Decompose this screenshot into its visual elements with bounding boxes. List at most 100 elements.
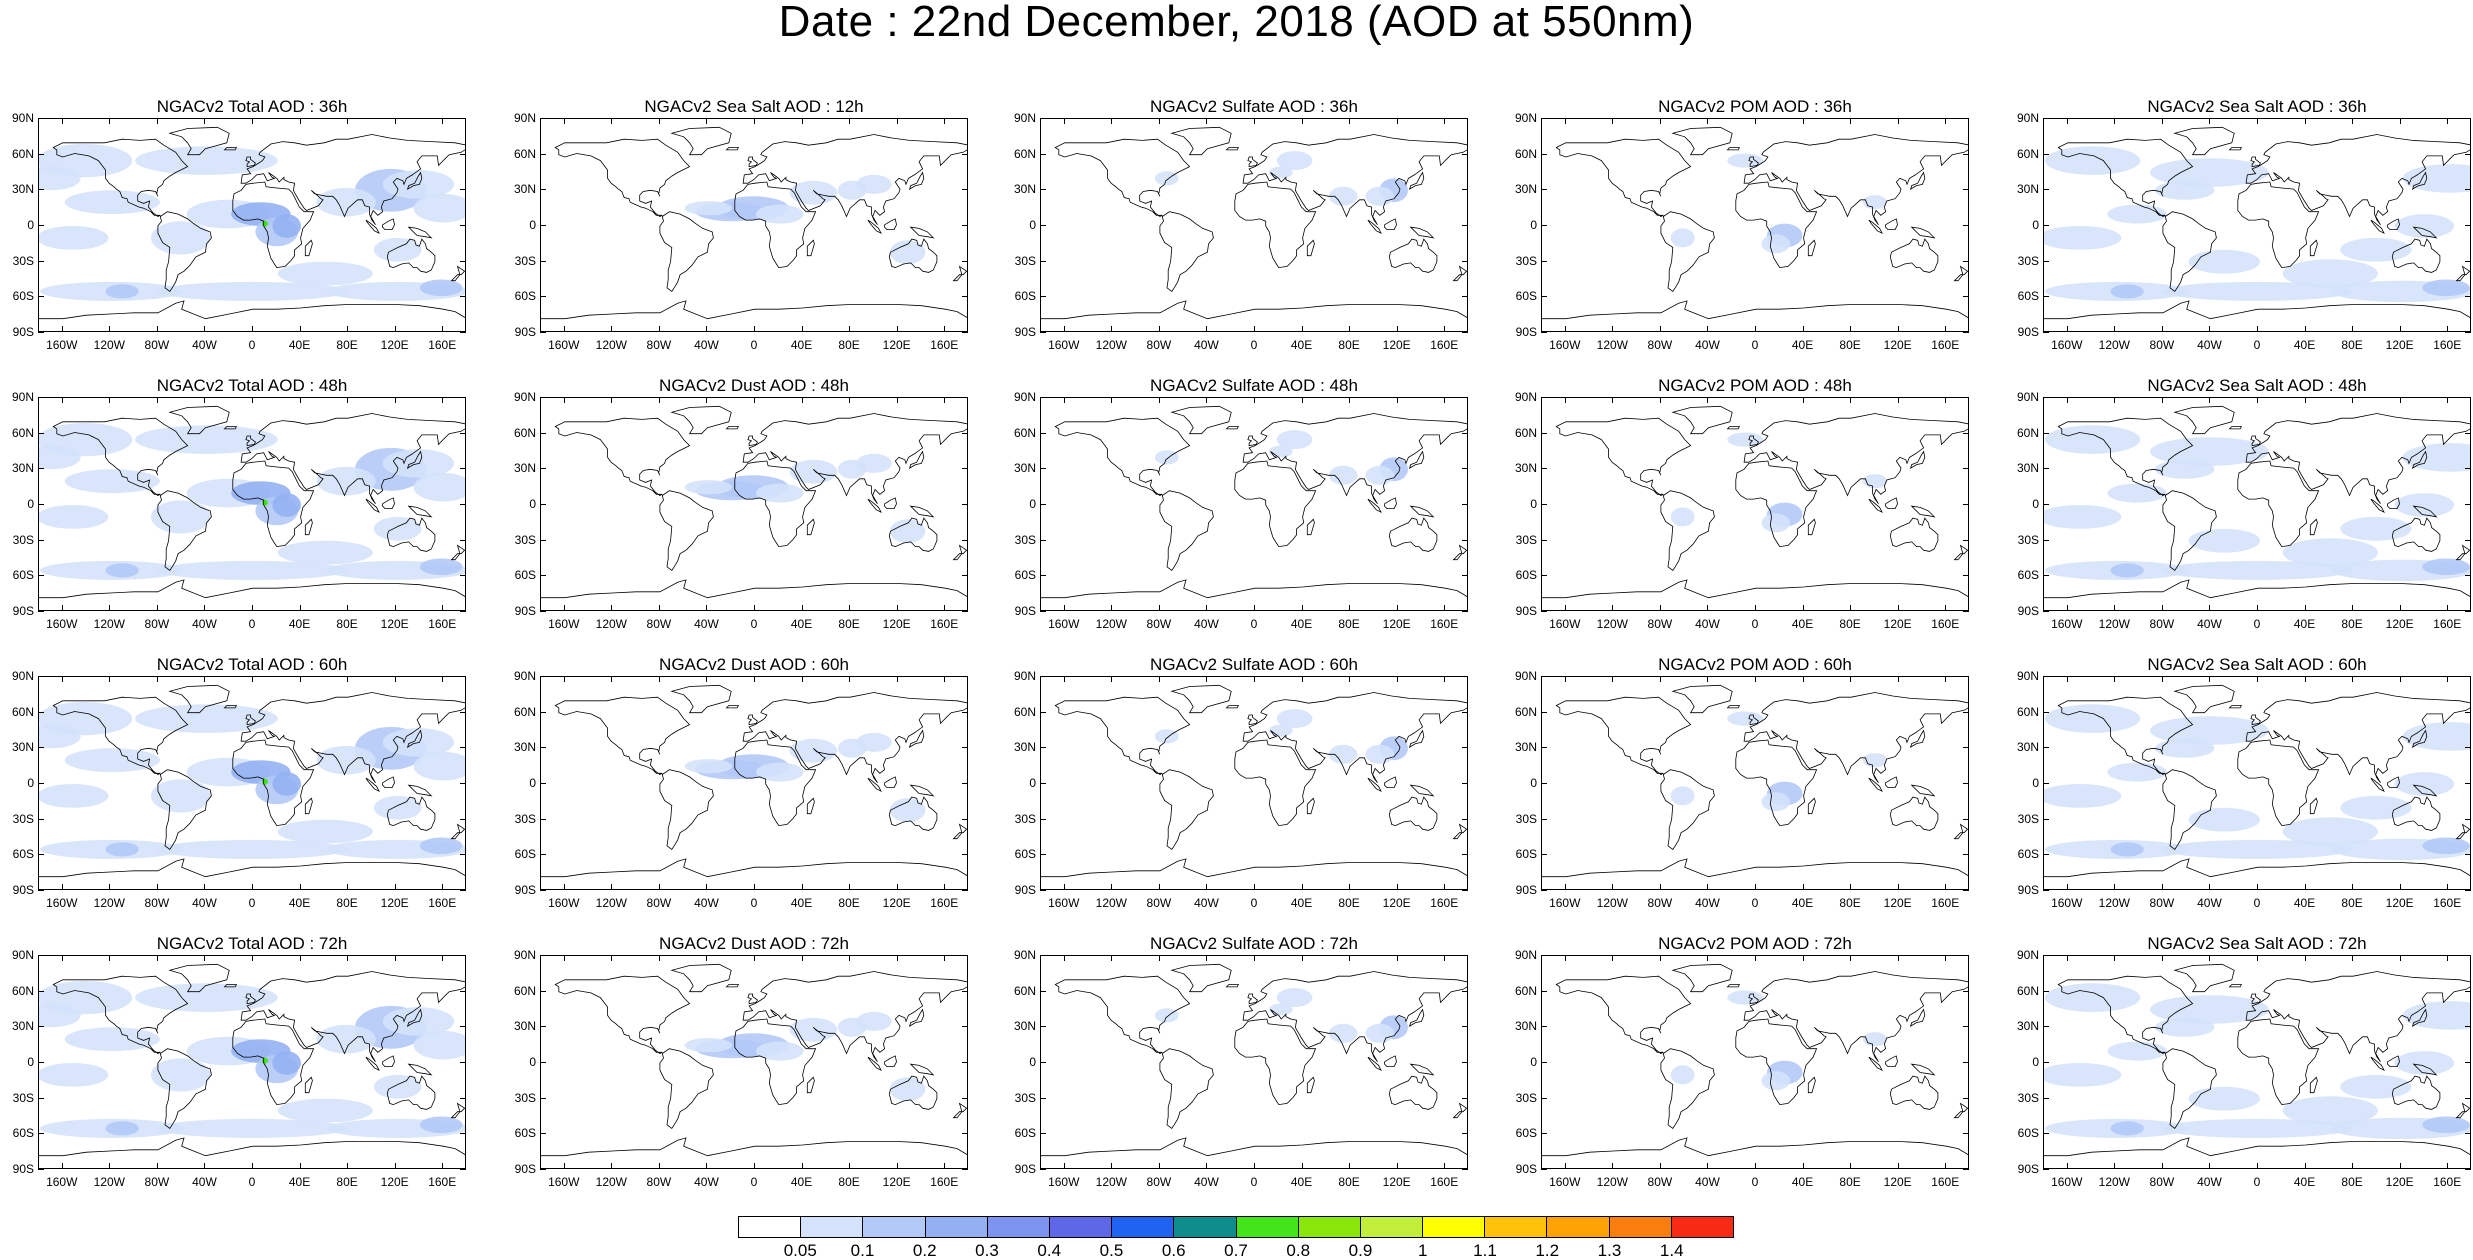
latitude-label: 0 <box>27 1055 34 1069</box>
longitude-label: 160E <box>1931 896 1960 910</box>
latitude-tick <box>460 118 466 119</box>
latitude-tick <box>962 711 968 713</box>
coastline <box>952 1102 967 1119</box>
latitude-tick <box>460 1026 466 1028</box>
panel-title: NGACv2 Sulfate AOD : 60h <box>1150 655 1358 674</box>
longitude-tick <box>849 605 851 611</box>
longitude-tick <box>394 955 396 961</box>
latitude-label: 90S <box>514 1162 536 1176</box>
latitude-label: 0 <box>529 1055 536 1069</box>
colorbar-label: 1 <box>1418 1241 1428 1260</box>
aod-region <box>2340 1074 2412 1099</box>
longitude-tick <box>754 326 755 332</box>
longitude-tick <box>754 676 755 682</box>
longitude-tick <box>347 1163 349 1169</box>
coastline <box>867 777 882 792</box>
latitude-tick <box>962 1169 968 1170</box>
latitude-tick <box>2465 711 2471 713</box>
latitude-label: 60N <box>2016 146 2039 161</box>
longitude-tick <box>1707 118 1709 124</box>
colorbar-box <box>1049 1217 1113 1237</box>
longitude-tick <box>2447 326 2449 332</box>
aod-region <box>64 748 160 773</box>
longitude-label: 160E <box>1931 338 1960 352</box>
coastline <box>1726 147 1741 151</box>
coastline <box>2411 729 2428 748</box>
aod-region <box>1154 171 1179 186</box>
latitude-tick <box>1963 504 1969 505</box>
map-canvas <box>2044 405 2470 599</box>
latitude-tick <box>460 890 466 891</box>
panel-title: NGACv2 POM AOD : 60h <box>1658 655 1852 674</box>
longitude-label: 120E <box>380 617 409 631</box>
coastline <box>952 544 967 561</box>
map-panel: NGACv2 Sea Salt AOD : 48h 90N 60N 30N 0 30S 60… <box>2017 376 2471 631</box>
coastline <box>909 1063 935 1076</box>
longitude-tick <box>109 118 111 124</box>
latitude-label: 60N <box>513 704 536 719</box>
longitude-tick <box>849 326 851 332</box>
aod-region <box>272 493 301 517</box>
latitude-label: 90S <box>1014 883 1036 897</box>
latitude-tick <box>1040 468 1046 470</box>
longitude-tick <box>299 1163 301 1169</box>
latitude-tick <box>1462 890 1468 891</box>
latitude-label: 90N <box>1013 390 1036 404</box>
latitude-label: 60S <box>12 289 34 304</box>
aod-region <box>135 983 278 1012</box>
longitude-label: 0 <box>2253 896 2261 910</box>
longitude-label: 80E <box>838 617 860 631</box>
latitude-tick <box>1462 711 1468 713</box>
latitude-tick <box>540 539 546 541</box>
aod-region <box>419 279 463 297</box>
longitude-label: 120E <box>1883 617 1912 631</box>
longitude-tick <box>156 955 158 961</box>
latitude-label: 60N <box>1013 425 1036 440</box>
longitude-label: 0 <box>248 617 256 631</box>
longitude-tick <box>2209 884 2211 890</box>
latitude-tick <box>1040 854 1046 856</box>
latitude-label: 60S <box>2017 1126 2039 1141</box>
longitude-label: 160E <box>2433 896 2462 910</box>
coastline <box>806 518 815 536</box>
map-panel: NGACv2 POM AOD : 72h 90N 60N 30N 0 30S 60S 90S 1… <box>1515 934 1969 1189</box>
latitude-tick <box>1541 1097 1547 1099</box>
longitude-tick <box>2209 1163 2211 1169</box>
latitude-tick <box>38 118 44 119</box>
longitude-tick <box>2304 605 2306 611</box>
longitude-label: 40W <box>2197 338 2222 352</box>
coastline <box>240 134 465 226</box>
aod-region <box>39 724 81 749</box>
longitude-label: 0 <box>750 1175 758 1189</box>
aod-region <box>1670 786 1695 806</box>
coastline <box>884 1055 897 1067</box>
latitude-tick <box>962 397 968 398</box>
aod-region <box>272 214 301 238</box>
aod-region <box>2394 772 2455 796</box>
longitude-label: 80E <box>1839 1175 1861 1189</box>
latitude-tick <box>1462 432 1468 434</box>
aod-region <box>889 1077 926 1102</box>
coastline <box>386 1075 436 1110</box>
aod-region <box>2394 214 2455 238</box>
coastline <box>909 505 935 518</box>
longitude-tick <box>2447 676 2449 682</box>
latitude-tick <box>1040 225 1046 226</box>
longitude-tick <box>2399 326 2401 332</box>
latitude-tick <box>460 332 466 333</box>
longitude-label: 80W <box>2149 896 2175 910</box>
aod-hotspot <box>261 1057 268 1064</box>
longitude-tick <box>801 1163 803 1169</box>
coastline <box>2455 1102 2470 1119</box>
latitude-label: 90N <box>1514 669 1537 683</box>
longitude-label: 80W <box>144 617 170 631</box>
longitude-tick <box>1254 605 1255 611</box>
longitude-tick <box>1612 884 1614 890</box>
aod-region <box>789 738 838 763</box>
map-panel: NGACv2 Dust AOD : 48h 90N 60N 30N 0 30S 60S 90S… <box>514 376 968 631</box>
latitude-tick <box>2043 711 2049 713</box>
coastline <box>245 993 256 1005</box>
aod-region <box>2150 995 2269 1024</box>
aod-region <box>2394 493 2455 517</box>
longitude-tick <box>1707 884 1709 890</box>
